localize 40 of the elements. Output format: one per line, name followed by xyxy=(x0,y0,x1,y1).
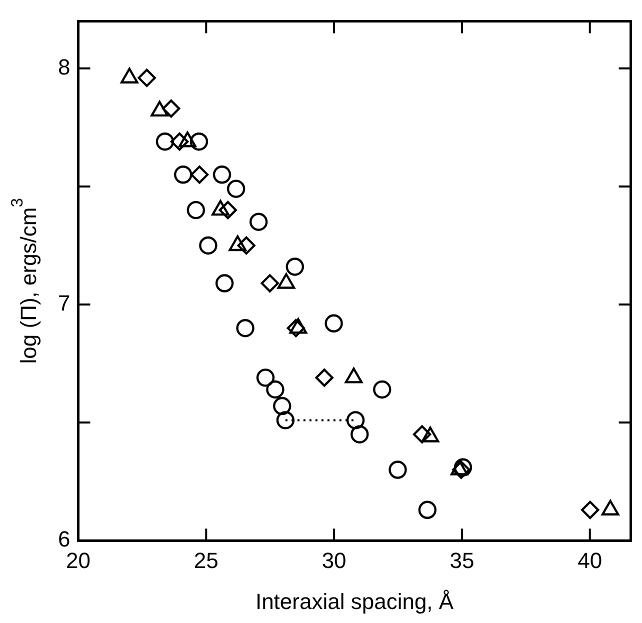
x-tick-label: 25 xyxy=(194,548,218,573)
point xyxy=(315,368,334,387)
point xyxy=(226,180,246,198)
point xyxy=(237,236,256,255)
point xyxy=(286,258,304,276)
point xyxy=(156,132,174,151)
point xyxy=(276,411,295,430)
point xyxy=(388,460,407,479)
point xyxy=(324,314,343,332)
point xyxy=(215,274,234,292)
point xyxy=(273,396,292,416)
point xyxy=(373,380,392,399)
point xyxy=(138,68,156,87)
point xyxy=(212,166,232,184)
point xyxy=(346,411,365,430)
x-tick-label: 35 xyxy=(450,548,474,573)
point xyxy=(218,200,237,220)
point xyxy=(190,132,208,151)
point xyxy=(190,166,209,184)
point xyxy=(186,200,206,220)
x-tick-label: 40 xyxy=(578,548,602,573)
point xyxy=(412,425,432,444)
point xyxy=(236,319,254,338)
x-axis-title: Interaxial spacing, Å xyxy=(255,589,454,614)
point xyxy=(170,132,189,151)
point xyxy=(249,212,268,231)
y-axis-title: log (Π), ergs/cm3 xyxy=(8,198,42,364)
y-tick-label: 7 xyxy=(58,290,70,316)
point xyxy=(581,500,600,520)
point xyxy=(418,500,437,520)
point xyxy=(350,425,369,444)
point xyxy=(162,99,180,118)
point xyxy=(199,236,218,255)
point xyxy=(174,166,192,184)
point xyxy=(260,274,279,292)
y-tick-label: 8 xyxy=(58,54,70,80)
x-tick-label: 30 xyxy=(322,548,346,573)
point xyxy=(286,319,306,338)
point xyxy=(256,368,275,387)
point xyxy=(266,380,284,399)
